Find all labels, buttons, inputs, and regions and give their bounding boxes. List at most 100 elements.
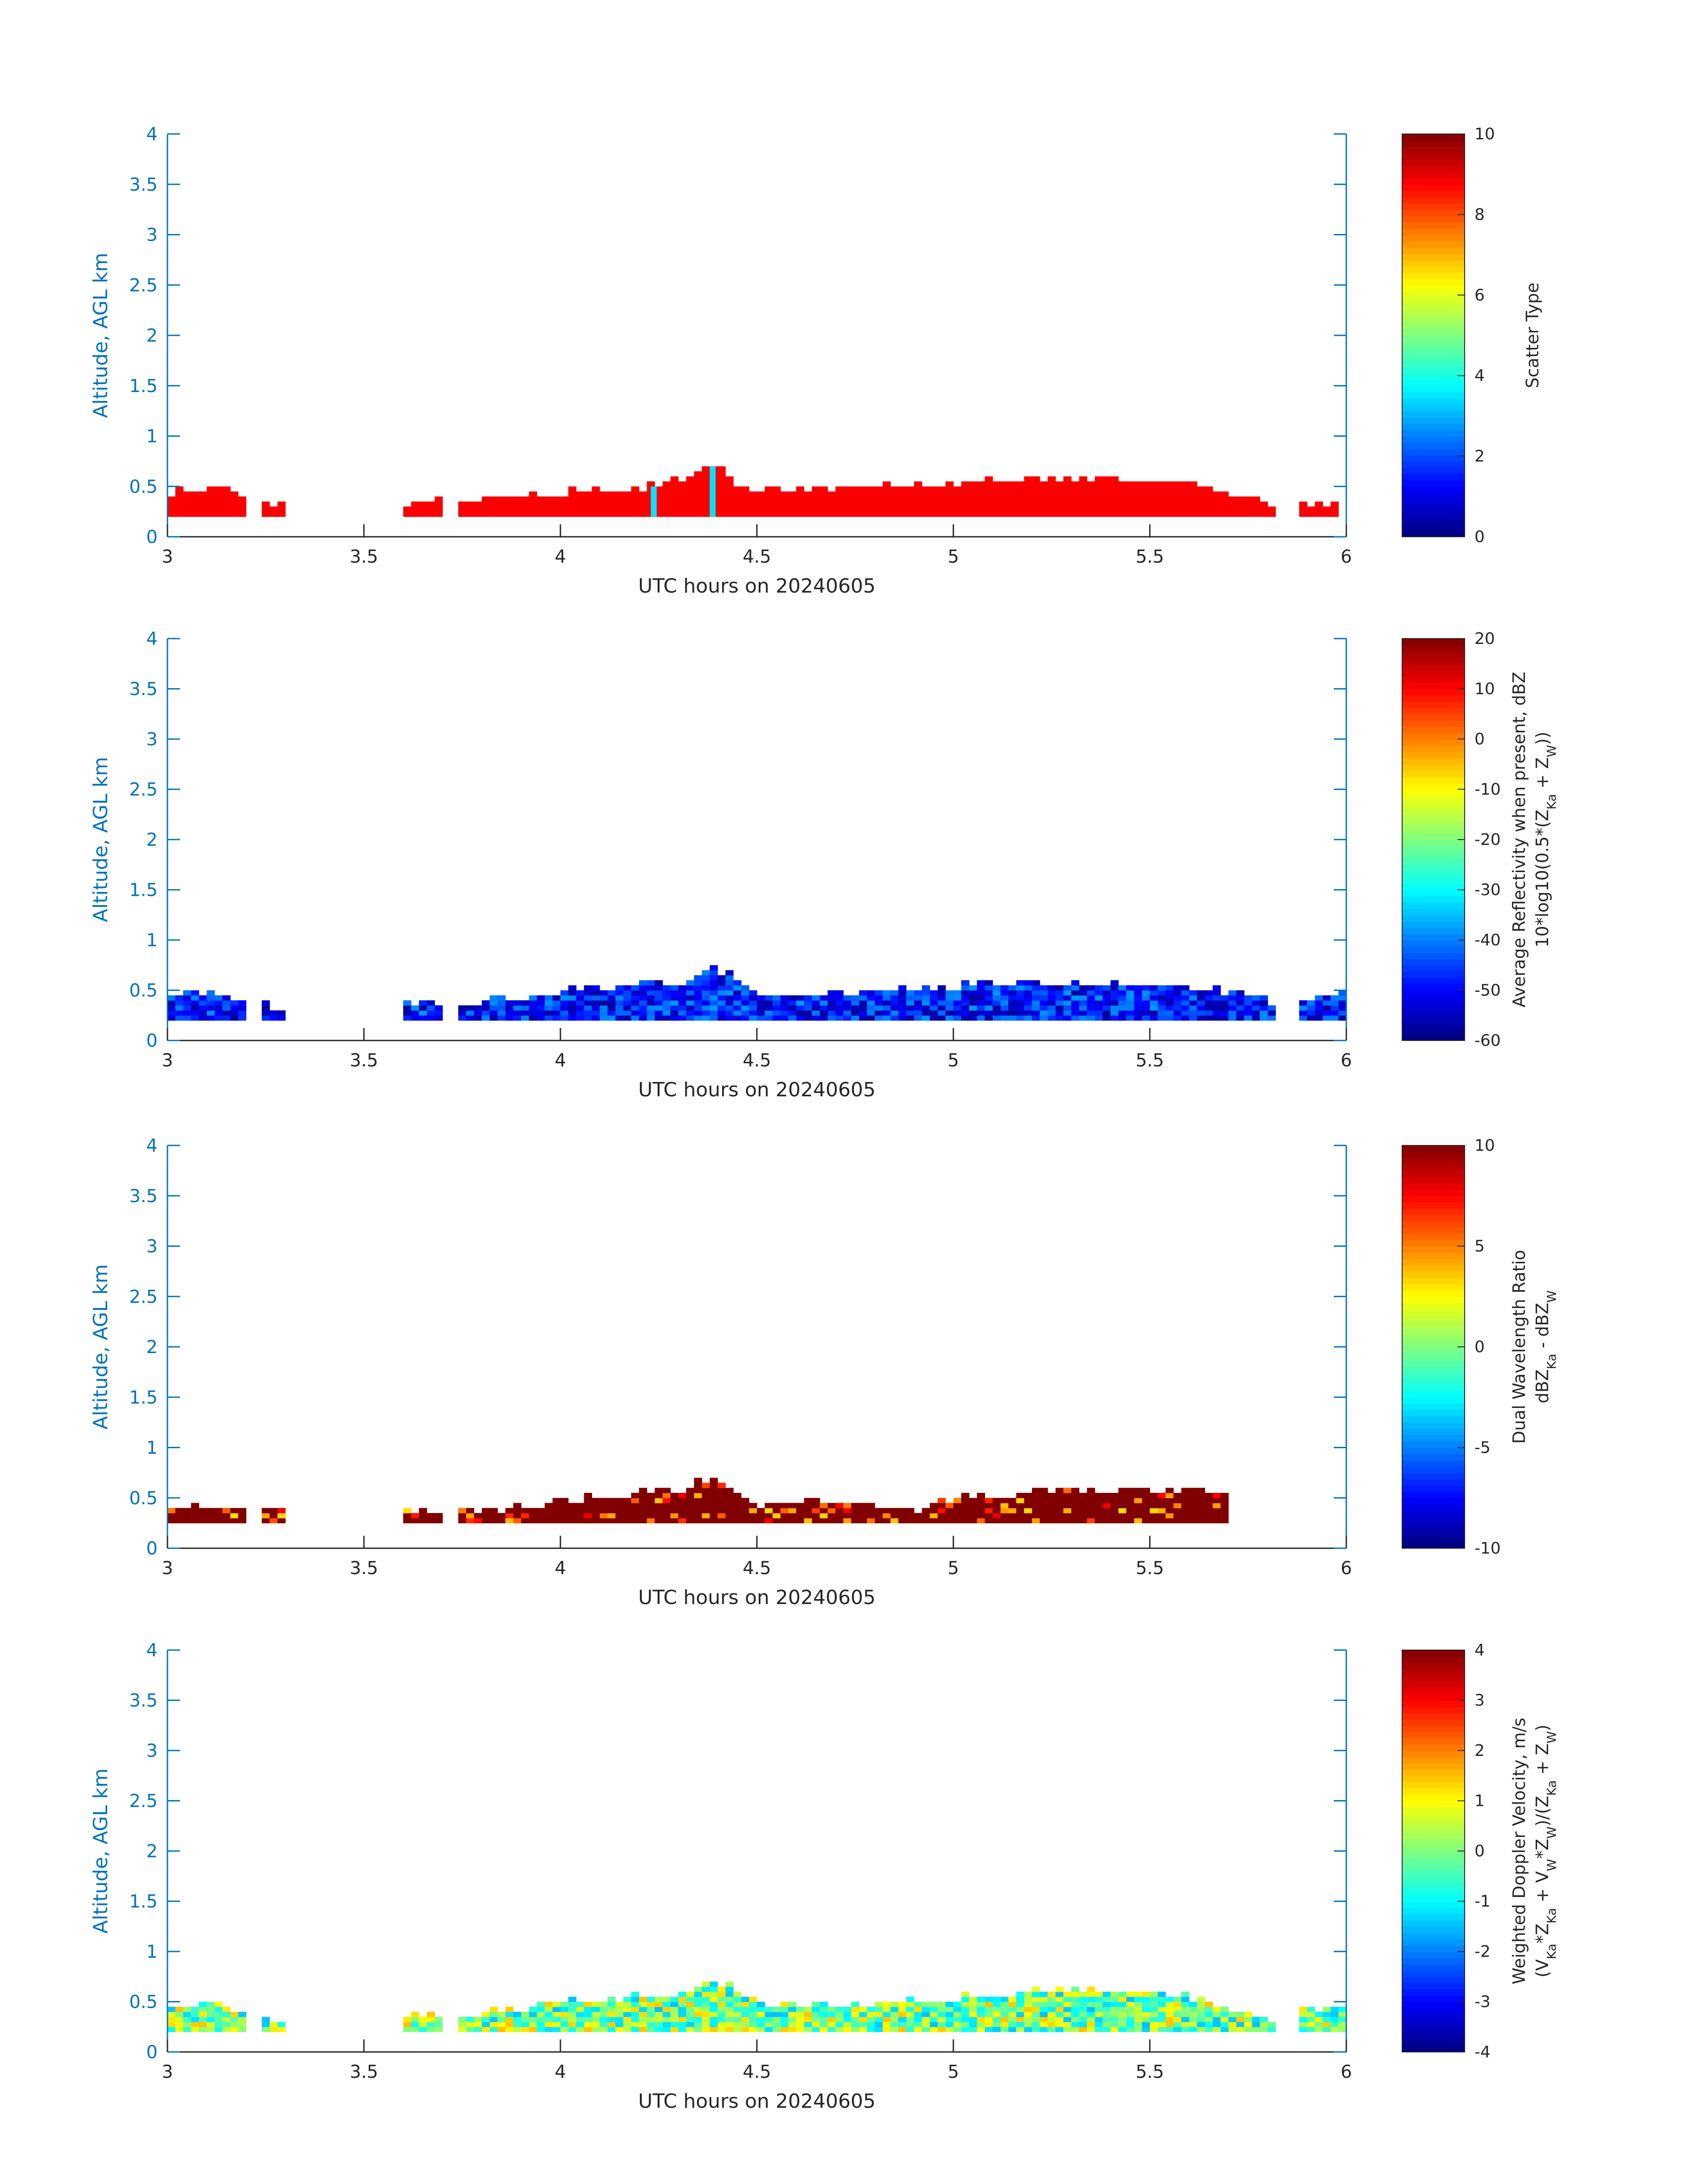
heatmap-cell	[1212, 1508, 1221, 1513]
heatmap-cell	[1063, 2027, 1072, 2032]
heatmap-cell	[1260, 995, 1268, 1001]
heatmap-cell	[1094, 501, 1103, 507]
heatmap-cell	[882, 486, 891, 492]
x-tick-label: 4	[555, 1050, 566, 1071]
heatmap-cell	[576, 995, 585, 1001]
heatmap-cell	[1165, 481, 1174, 487]
heatmap-cell	[953, 2006, 962, 2012]
heatmap-cell	[890, 501, 899, 507]
heatmap-cell	[788, 2017, 797, 2022]
colorbar-swatch	[1402, 348, 1465, 355]
heatmap-cell	[718, 506, 726, 512]
heatmap-cell	[489, 2027, 498, 2032]
heatmap-cell	[238, 2022, 246, 2027]
heatmap-cell	[780, 2012, 789, 2017]
colorbar-swatch	[1402, 1391, 1465, 1398]
heatmap-cell	[906, 2006, 915, 2012]
heatmap-cell	[1111, 985, 1119, 991]
heatmap-cell	[1087, 481, 1095, 487]
heatmap-cell	[1244, 2022, 1253, 2027]
heatmap-cell	[552, 1513, 561, 1518]
heatmap-cell	[647, 1010, 655, 1016]
colorbar-swatch	[1402, 405, 1465, 411]
heatmap-cell	[1165, 1508, 1174, 1513]
heatmap-cell	[584, 1005, 592, 1011]
heatmap-cell	[670, 1997, 679, 2002]
heatmap-cell	[686, 1000, 694, 1006]
heatmap-cell	[710, 1005, 718, 1011]
heatmap-cell	[576, 2002, 585, 2007]
heatmap-cell	[592, 1005, 600, 1011]
heatmap-cell	[835, 506, 844, 512]
heatmap-cell	[1071, 1513, 1080, 1518]
heatmap-cell	[600, 1518, 608, 1524]
heatmap-cell	[796, 2012, 805, 2017]
heatmap-cell	[670, 1503, 679, 1508]
heatmap-cell	[269, 1508, 278, 1513]
heatmap-cell	[647, 1005, 655, 1011]
colorbar-swatch	[1402, 266, 1465, 273]
heatmap-cell	[749, 1503, 757, 1508]
heatmap-cell	[819, 496, 828, 502]
heatmap-cell	[969, 1498, 977, 1504]
heatmap-cell	[1032, 1000, 1040, 1006]
heatmap-cell	[1063, 1488, 1072, 1493]
heatmap-cell	[725, 2012, 734, 2017]
heatmap-cell	[1048, 481, 1056, 487]
heatmap-cell	[513, 2022, 522, 2027]
heatmap-cell	[773, 1015, 781, 1021]
heatmap-cell	[914, 995, 923, 1001]
heatmap-cell	[725, 1986, 734, 1992]
heatmap-cell	[710, 1981, 718, 1987]
heatmap-cell	[1142, 2002, 1150, 2007]
heatmap-cell	[977, 995, 985, 1001]
heatmap-cell	[222, 2022, 231, 2027]
colorbar-swatch	[1402, 1738, 1465, 1745]
heatmap-cell	[1173, 2017, 1182, 2022]
heatmap-cell	[1150, 1000, 1158, 1006]
heatmap-cell	[544, 506, 553, 512]
heatmap-cell	[1126, 2027, 1135, 2032]
heatmap-cell	[875, 491, 883, 497]
heatmap-cell	[961, 506, 969, 512]
heatmap-cell	[1181, 1513, 1190, 1518]
x-axis-label: UTC hours on 20240605	[638, 2090, 876, 2113]
heatmap-cell	[1032, 980, 1040, 986]
heatmap-cell	[1157, 1498, 1166, 1504]
heatmap-cell	[875, 486, 883, 492]
heatmap-cell	[639, 1488, 647, 1493]
heatmap-cell	[1087, 496, 1095, 502]
heatmap-cell	[600, 2022, 608, 2027]
heatmap-cell	[1157, 486, 1166, 492]
heatmap-cell	[623, 501, 631, 507]
heatmap-cell	[403, 1010, 412, 1016]
colorbar-swatch	[1402, 1788, 1465, 1795]
heatmap-cell	[757, 1513, 765, 1518]
colorbar-swatch	[1402, 360, 1465, 368]
heatmap-cell	[434, 511, 443, 517]
heatmap-cell	[788, 1015, 797, 1021]
heatmap-cell	[513, 506, 522, 512]
heatmap-cell	[906, 2017, 915, 2022]
heatmap-cell	[513, 1503, 522, 1508]
heatmap-cell	[1079, 2002, 1087, 2007]
heatmap-cell	[686, 501, 694, 507]
colorbar-swatch	[1402, 140, 1465, 147]
heatmap-cell	[1307, 1005, 1315, 1011]
heatmap-cell	[882, 1010, 891, 1016]
heatmap-cell	[1000, 1005, 1009, 1011]
heatmap-cell	[694, 1992, 702, 1997]
heatmap-cell	[521, 1513, 530, 1518]
heatmap-cell	[812, 1010, 820, 1016]
heatmap-cell	[1000, 1508, 1009, 1513]
colorbar-swatch	[1402, 392, 1465, 399]
heatmap-cell	[1055, 2002, 1064, 2007]
heatmap-cell	[1008, 511, 1017, 517]
heatmap-cell	[1087, 1493, 1095, 1498]
heatmap-cell	[466, 1015, 474, 1021]
heatmap-cell	[796, 491, 805, 497]
heatmap-cell	[1315, 2012, 1323, 2017]
heatmap-cell	[655, 1503, 663, 1508]
heatmap-cell	[733, 1000, 742, 1006]
colorbar-swatch	[1402, 367, 1465, 374]
